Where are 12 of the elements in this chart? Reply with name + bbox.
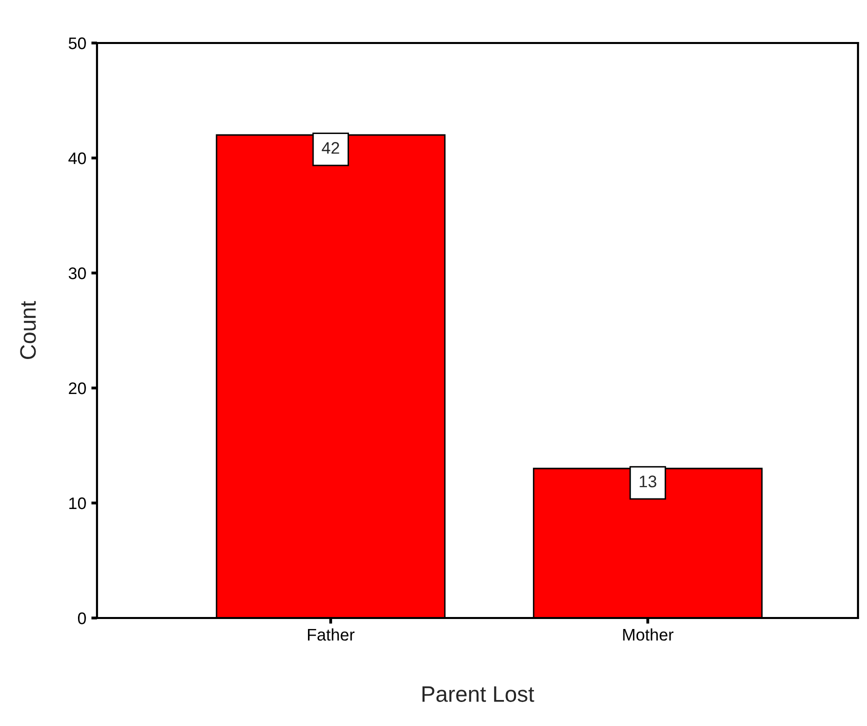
data-label: 13 (640, 476, 656, 488)
x-tick-label: Father (308, 628, 354, 641)
y-tick-label: 0 (78, 612, 86, 624)
y-tick-label: 10 (69, 497, 86, 510)
y-tick-label: 20 (68, 382, 86, 394)
y-tick-label: 30 (68, 267, 86, 280)
x-axis-title: Parent Lost (422, 686, 534, 702)
x-tick-label: Mother (623, 628, 674, 641)
y-axis-title: Count (20, 301, 36, 360)
y-tick-label: 40 (68, 152, 86, 164)
data-label: 42 (322, 142, 340, 154)
y-tick-label: 50 (68, 37, 86, 50)
